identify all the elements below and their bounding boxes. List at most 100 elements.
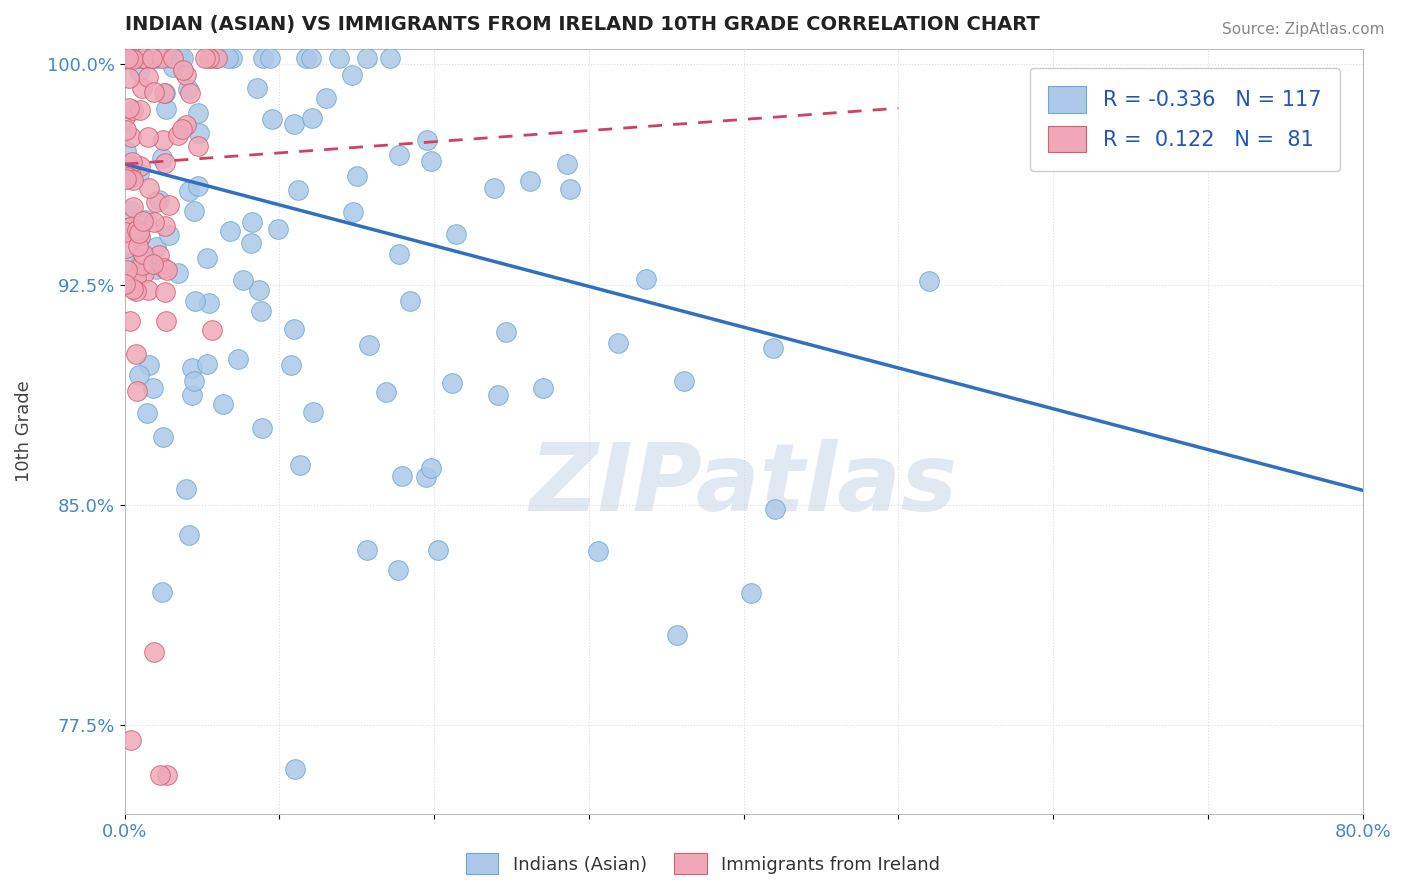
Point (221, 51, 243, 65)
Point (115, 51, 138, 65)
Point (740, 586, 762, 600)
Point (132, 51, 155, 65)
Point (195, 357, 218, 371)
Point (135, 212, 157, 227)
Point (138, 130, 160, 145)
Point (120, 220, 142, 235)
Point (188, 126, 211, 140)
Point (259, 51, 281, 65)
Point (125, 347, 148, 361)
Point (266, 222, 288, 236)
Point (114, 241, 136, 255)
Point (194, 51, 217, 65)
Point (115, 263, 138, 277)
Point (762, 341, 785, 355)
Point (287, 183, 309, 197)
Point (240, 236, 263, 251)
Point (132, 51, 155, 65)
Text: ZIPatlas: ZIPatlas (530, 439, 957, 531)
Point (495, 325, 517, 339)
Point (121, 103, 143, 117)
Point (211, 397, 233, 411)
Point (420, 154, 443, 169)
Point (120, 276, 142, 290)
Point (120, 314, 142, 328)
Point (125, 51, 148, 65)
Point (172, 51, 194, 65)
Point (131, 258, 153, 272)
Point (177, 184, 200, 198)
Point (201, 323, 224, 337)
Point (183, 204, 205, 219)
Point (250, 420, 273, 434)
Point (128, 63, 150, 78)
Point (118, 51, 141, 65)
Point (138, 181, 160, 195)
Point (128, 226, 150, 240)
Point (121, 200, 143, 214)
Point (181, 360, 204, 375)
Point (128, 368, 150, 383)
Point (763, 502, 786, 516)
Point (141, 381, 163, 395)
Point (155, 285, 177, 300)
Point (519, 174, 541, 188)
Point (295, 51, 318, 65)
Point (399, 294, 422, 309)
Point (155, 51, 177, 65)
Point (153, 219, 176, 233)
Point (301, 112, 323, 126)
Point (138, 358, 160, 372)
Point (120, 130, 142, 145)
Y-axis label: 10th Grade: 10th Grade (15, 381, 32, 483)
Point (420, 460, 443, 475)
Point (201, 51, 224, 65)
Point (132, 247, 155, 261)
Point (122, 172, 145, 186)
Point (388, 247, 411, 261)
Point (114, 123, 136, 137)
Point (114, 221, 136, 235)
Point (150, 584, 173, 599)
Point (114, 277, 136, 292)
Point (136, 51, 159, 65)
Point (260, 112, 283, 127)
Legend: R = -0.336   N = 117, R =  0.122   N =  81: R = -0.336 N = 117, R = 0.122 N = 81 (1029, 68, 1340, 171)
Point (132, 213, 155, 227)
Point (250, 304, 273, 318)
Point (482, 180, 505, 194)
Point (245, 81, 267, 95)
Point (174, 482, 197, 496)
Point (183, 293, 205, 308)
Point (187, 139, 209, 153)
Point (187, 105, 209, 120)
Point (142, 215, 165, 229)
Point (387, 148, 409, 162)
Point (150, 151, 173, 165)
Point (247, 283, 270, 297)
Point (240, 215, 263, 229)
Point (356, 543, 378, 558)
Point (672, 374, 695, 388)
Point (157, 227, 180, 242)
Point (280, 358, 302, 372)
Point (302, 405, 325, 419)
Point (148, 248, 170, 262)
Point (118, 171, 141, 186)
Point (121, 154, 143, 169)
Point (665, 628, 688, 642)
Point (167, 266, 190, 280)
Point (124, 270, 146, 285)
Point (634, 272, 657, 286)
Point (918, 274, 941, 288)
Point (150, 51, 173, 65)
Point (122, 262, 145, 277)
Point (315, 91, 337, 105)
Point (115, 144, 138, 158)
Point (290, 458, 312, 472)
Text: Source: ZipAtlas.com: Source: ZipAtlas.com (1222, 22, 1385, 37)
Point (148, 193, 170, 207)
Point (156, 768, 179, 782)
Point (117, 255, 139, 269)
Point (232, 273, 254, 287)
